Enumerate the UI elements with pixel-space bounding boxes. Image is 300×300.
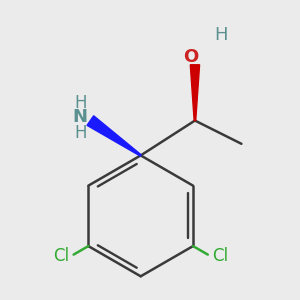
Polygon shape [87, 116, 141, 156]
Text: H: H [214, 26, 228, 44]
Text: O: O [183, 48, 199, 66]
Text: Cl: Cl [54, 247, 70, 265]
Text: Cl: Cl [212, 247, 228, 265]
Polygon shape [190, 65, 200, 121]
Text: H: H [74, 124, 86, 142]
Text: H: H [74, 94, 86, 112]
Text: N: N [73, 108, 88, 126]
